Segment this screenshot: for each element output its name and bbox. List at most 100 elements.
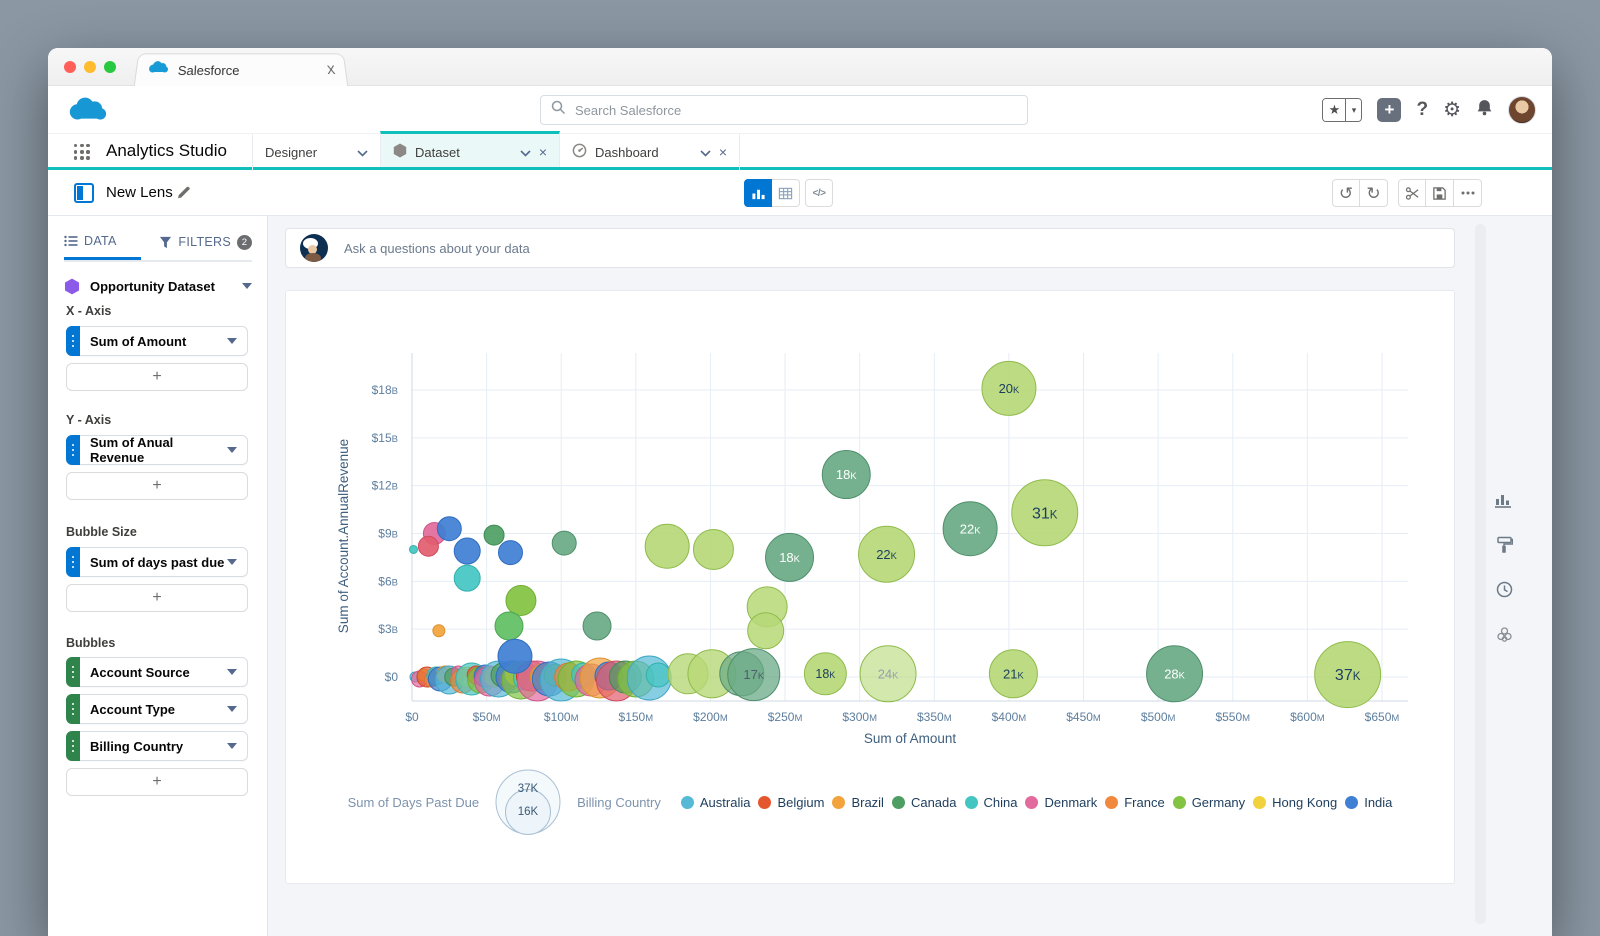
salesforce-logo[interactable] [66, 95, 108, 130]
legend-country-item[interactable]: Brazil [832, 795, 884, 810]
favorites-caret-icon[interactable]: ▾ [1346, 99, 1362, 121]
drag-handle[interactable] [66, 656, 80, 687]
add-y-axis-field-button[interactable]: + [66, 472, 248, 500]
quick-create-button[interactable]: + [1377, 98, 1402, 122]
drag-handle[interactable] [66, 434, 80, 465]
chart-bubble[interactable] [981, 360, 1037, 416]
close-window-button[interactable] [64, 61, 76, 73]
y-axis-field[interactable]: Sum of Anual Revenue [66, 434, 248, 465]
chart-bubble[interactable] [432, 624, 446, 638]
chart-bubble[interactable] [505, 584, 537, 616]
bubbles-field[interactable]: Account Type [66, 693, 248, 724]
clip-button[interactable] [1398, 179, 1426, 207]
chart-bubble[interactable] [1146, 645, 1204, 703]
tab-data[interactable]: DATA [64, 224, 142, 260]
chart-bubble[interactable] [408, 544, 418, 554]
chart-bubble[interactable] [942, 501, 998, 557]
chart-bubble[interactable] [494, 611, 524, 641]
tab-dataset-active[interactable]: Dataset × [380, 131, 560, 167]
undo-button[interactable]: ↺ [1332, 179, 1360, 207]
chart-bubble[interactable] [453, 537, 481, 565]
bubbles-field[interactable]: Billing Country [66, 730, 248, 761]
chart-bubble[interactable] [988, 649, 1038, 699]
drag-handle[interactable] [66, 325, 80, 356]
minimize-window-button[interactable] [84, 61, 96, 73]
add-x-axis-field-button[interactable]: + [66, 363, 248, 391]
dataset-selector[interactable]: Opportunity Dataset [64, 272, 252, 300]
more-actions-button[interactable] [1454, 179, 1482, 207]
star-icon[interactable]: ★ [1323, 99, 1347, 121]
x-axis-field[interactable]: Sum of Amount [66, 325, 248, 356]
save-button[interactable] [1426, 179, 1454, 207]
chart-type-button[interactable] [1495, 492, 1513, 513]
chevron-down-icon[interactable] [227, 706, 247, 712]
chart-bubble[interactable] [644, 523, 690, 569]
drag-handle[interactable] [66, 546, 80, 577]
chart-bubble[interactable] [803, 652, 847, 696]
setup-gear-button[interactable]: ⚙ [1443, 99, 1461, 121]
chart-bubble[interactable] [483, 524, 505, 546]
legend-country-item[interactable]: Australia [680, 795, 750, 810]
user-avatar[interactable] [1508, 96, 1536, 124]
chevron-down-icon[interactable] [227, 338, 247, 344]
history-button[interactable] [1496, 581, 1513, 603]
bubble-chart[interactable]: $0 $3B $6B $9B $12B $15B $18B $0 $50M $100M $150M $… [286, 291, 1456, 761]
zoom-window-button[interactable] [104, 61, 116, 73]
close-tab-icon[interactable]: × [718, 144, 727, 160]
ask-question-input[interactable] [344, 240, 1440, 256]
chart-bubble[interactable] [645, 662, 671, 688]
bubble-size-field[interactable]: Sum of days past due [66, 546, 248, 577]
legend-country-item[interactable]: India [1345, 795, 1392, 810]
app-launcher-button[interactable] [74, 144, 90, 160]
drag-handle[interactable] [66, 693, 80, 724]
search-input[interactable] [575, 102, 1017, 118]
chevron-down-icon[interactable] [357, 145, 368, 160]
tab-close-icon[interactable]: X [326, 63, 336, 78]
chart-bubble[interactable] [417, 535, 439, 557]
chart-bubble[interactable] [1314, 641, 1382, 709]
legend-country-item[interactable]: Hong Kong [1253, 795, 1337, 810]
ask-data-bar[interactable] [285, 228, 1455, 268]
chart-bubble[interactable] [497, 540, 523, 566]
add-bubbles-field-button[interactable]: + [66, 768, 248, 796]
chart-bubble[interactable] [1011, 479, 1079, 547]
chevron-down-icon[interactable] [227, 743, 247, 749]
bubbles-field[interactable]: Account Source [66, 656, 248, 687]
tab-dashboard[interactable]: Dashboard × [560, 134, 740, 170]
chart-bubble[interactable] [692, 528, 734, 570]
chart-bubble[interactable] [859, 645, 917, 703]
help-button[interactable]: ? [1416, 99, 1429, 120]
notifications-button[interactable] [1476, 99, 1493, 121]
global-search[interactable] [540, 95, 1028, 125]
browser-tab[interactable]: Salesforce X [133, 53, 349, 87]
chart-bubble[interactable] [551, 530, 577, 556]
add-bubble-size-field-button[interactable]: + [66, 584, 248, 612]
chart-bubble[interactable] [727, 648, 781, 702]
chart-view-button[interactable] [744, 179, 772, 207]
drag-handle[interactable] [66, 730, 80, 761]
tab-designer[interactable]: Designer [252, 134, 380, 170]
palette-button[interactable] [1496, 626, 1513, 648]
legend-country-item[interactable]: Germany [1172, 795, 1245, 810]
formatting-button[interactable] [1495, 536, 1514, 558]
chart-bubble[interactable] [821, 450, 871, 500]
chart-bubble[interactable] [453, 564, 481, 592]
favorites-button[interactable]: ★ ▾ [1322, 98, 1363, 122]
chart-bubble[interactable] [436, 516, 462, 542]
legend-country-item[interactable]: Belgium [758, 795, 824, 810]
code-view-button[interactable]: </> [805, 179, 833, 207]
rename-lens-button[interactable] [176, 185, 191, 205]
table-view-button[interactable] [772, 179, 800, 207]
redo-button[interactable]: ↻ [1360, 179, 1388, 207]
chart-bubble[interactable] [765, 532, 815, 582]
chevron-down-icon[interactable] [227, 447, 247, 453]
legend-country-item[interactable]: Denmark [1025, 795, 1097, 810]
legend-country-item[interactable]: Canada [891, 795, 957, 810]
chart-bubble[interactable] [582, 611, 612, 641]
tab-filters[interactable]: FILTERS 2 [159, 224, 252, 260]
chevron-down-icon[interactable] [520, 145, 531, 160]
chevron-down-icon[interactable] [700, 145, 711, 160]
chevron-down-icon[interactable] [227, 559, 247, 565]
chart-bubble[interactable] [747, 612, 785, 650]
chart-bubble[interactable] [858, 525, 916, 583]
